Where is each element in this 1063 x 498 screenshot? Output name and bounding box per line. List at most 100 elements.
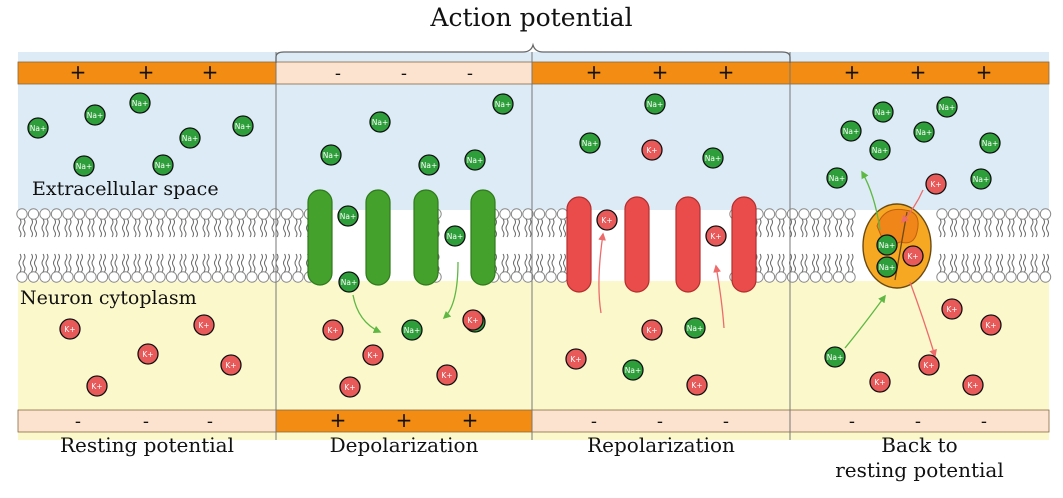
svg-text:K+: K+	[691, 381, 702, 390]
svg-text:K+: K+	[225, 361, 236, 370]
panel-caption-line: Resting potential	[60, 433, 234, 457]
potassium-efflux-arrow	[598, 232, 606, 314]
sodium-ion: Na+	[869, 139, 891, 161]
svg-text:Na+: Na+	[155, 161, 172, 170]
svg-text:Na+: Na+	[30, 124, 47, 133]
svg-text:Na+: Na+	[827, 353, 844, 362]
svg-text:K+: K+	[570, 355, 581, 364]
sodium-ion: Na+	[876, 234, 898, 256]
charge-symbol: -	[207, 412, 213, 432]
charge-symbol: +	[586, 60, 603, 84]
svg-text:Na+: Na+	[495, 100, 512, 109]
potassium-ion: K+	[220, 354, 242, 376]
charge-symbol: -	[849, 412, 855, 432]
sodium-ion: Na+	[232, 115, 254, 137]
sodium-import-arrow	[844, 294, 886, 349]
charge-symbol: -	[723, 412, 729, 432]
potassium-ion: K+	[641, 139, 663, 161]
svg-text:K+: K+	[441, 371, 452, 380]
sodium-ion: Na+	[418, 154, 440, 176]
charge-symbol: +	[910, 60, 927, 84]
svg-text:K+: K+	[985, 321, 996, 330]
charge-symbol: -	[591, 412, 597, 432]
sodium-influx-arrow	[442, 261, 459, 320]
charge-symbol: -	[467, 64, 473, 84]
charge-symbol: +	[652, 60, 669, 84]
panel-caption: Resting potential	[18, 433, 276, 458]
potassium-ion: K+	[980, 314, 1002, 336]
sodium-ion: Na+	[684, 317, 706, 339]
svg-text:Na+: Na+	[829, 174, 846, 183]
svg-text:K+: K+	[91, 382, 102, 391]
charge-symbol: -	[657, 412, 663, 432]
sodium-ion: Na+	[179, 127, 201, 149]
sodium-channel	[307, 189, 496, 286]
svg-text:K+: K+	[930, 180, 941, 189]
svg-text:Na+: Na+	[916, 128, 933, 137]
sodium-ion: Na+	[129, 92, 151, 114]
panel-caption-line: Repolarization	[587, 433, 735, 457]
potassium-export-arrow	[909, 281, 937, 358]
panel-caption-line: resting potential	[835, 458, 1004, 482]
sodium-ion: Na+	[320, 144, 342, 166]
charge-symbol: +	[202, 60, 219, 84]
svg-text:K+: K+	[646, 146, 657, 155]
sodium-ion: Na+	[464, 149, 486, 171]
panel-caption: Repolarization	[532, 433, 790, 458]
potassium-ion: K+	[596, 209, 618, 231]
panel-caption-line: Back to	[881, 433, 958, 457]
potassium-channel	[566, 196, 757, 293]
sodium-ion: Na+	[369, 111, 391, 133]
svg-text:Na+: Na+	[340, 212, 357, 221]
svg-text:Na+: Na+	[76, 162, 93, 171]
sodium-ion: Na+	[152, 154, 174, 176]
potassium-import-arrow	[900, 189, 924, 224]
potassium-ion: K+	[436, 364, 458, 386]
ions: Na+ Na+ Na+ Na+ Na+ Na+ Na+ Na+ Na+ Na+ Na+ Na+ Na+ N…	[27, 92, 1002, 398]
svg-text:Na+: Na+	[973, 175, 990, 184]
extracellular-space-label: Extracellular space	[32, 178, 219, 200]
sodium-ion: Na+	[872, 101, 894, 123]
potassium-ion: K+	[641, 319, 663, 341]
svg-text:Na+: Na+	[404, 326, 421, 335]
potassium-ion: K+	[686, 374, 708, 396]
svg-text:K+: K+	[327, 326, 338, 335]
svg-text:Na+: Na+	[939, 103, 956, 112]
charge-symbol: -	[143, 412, 149, 432]
potassium-ion: K+	[941, 298, 963, 320]
charge-symbol: +	[462, 408, 479, 432]
charge-bars: + + + - - - - - - + + + + + + - - - + + + - - -	[17, 60, 1050, 433]
svg-text:K+: K+	[967, 381, 978, 390]
potassium-ion: K+	[565, 348, 587, 370]
sodium-ion: Na+	[979, 132, 1001, 154]
svg-text:Na+: Na+	[447, 232, 464, 241]
sodium-ion: Na+	[84, 104, 106, 126]
charge-symbol: +	[330, 408, 347, 432]
potassium-efflux-arrow	[713, 264, 725, 329]
svg-text:Na+: Na+	[872, 146, 889, 155]
charge-symbol: +	[844, 60, 861, 84]
panel-dividers	[275, 52, 791, 440]
svg-text:Na+: Na+	[87, 111, 104, 120]
diagram-title: Action potential	[430, 3, 633, 32]
charge-symbol: -	[915, 412, 921, 432]
charge-symbol: +	[396, 408, 413, 432]
svg-text:K+: K+	[710, 232, 721, 241]
svg-text:Na+: Na+	[705, 154, 722, 163]
potassium-ion: K+	[193, 314, 215, 336]
potassium-ion: K+	[869, 371, 891, 393]
potassium-ion: K+	[962, 374, 984, 396]
ion-flow-arrows	[352, 170, 937, 358]
svg-text:K+: K+	[64, 325, 75, 334]
svg-text:Na+: Na+	[132, 99, 149, 108]
potassium-ion: K+	[362, 344, 384, 366]
svg-text:Na+: Na+	[467, 156, 484, 165]
potassium-ion: K+	[59, 318, 81, 340]
svg-text:Na+: Na+	[235, 122, 252, 131]
sodium-ion: Na+	[644, 93, 666, 115]
sodium-ion: Na+	[702, 147, 724, 169]
neuron-cytoplasm-label: Neuron cytoplasm	[20, 287, 197, 309]
svg-text:Na+: Na+	[421, 161, 438, 170]
sodium-ion: Na+	[579, 132, 601, 154]
sodium-ion: Na+	[824, 346, 846, 368]
